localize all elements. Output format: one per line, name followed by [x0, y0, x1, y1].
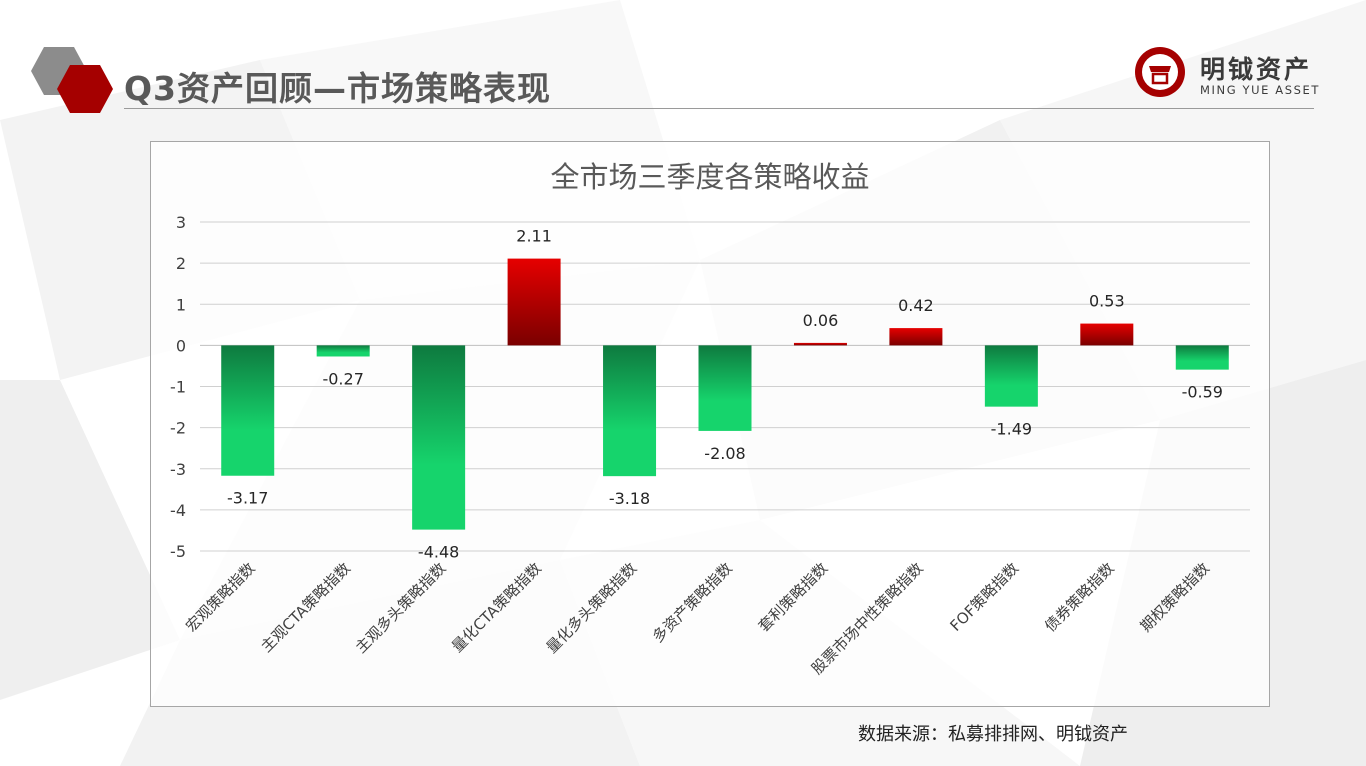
- logo-name: 明钺资产: [1200, 55, 1313, 84]
- x-tick-label: 量化多头策略指数: [543, 559, 641, 657]
- data-label: 2.11: [516, 227, 552, 246]
- x-tick-label: 期权策略指数: [1137, 559, 1213, 635]
- y-tick-label: -4: [170, 501, 186, 520]
- x-tick-label: 多资产策略指数: [649, 559, 736, 646]
- bar: [793, 342, 847, 346]
- data-label: 0.06: [803, 311, 839, 330]
- y-tick-label: 1: [176, 295, 186, 314]
- y-tick-label: -3: [170, 460, 186, 479]
- chart-title: 全市场三季度各策略收益: [550, 160, 869, 194]
- bar: [603, 345, 657, 477]
- bar: [507, 258, 561, 346]
- x-tick-label: 宏观策略指数: [182, 559, 258, 635]
- data-label: 0.42: [898, 296, 934, 315]
- red-hexagon-icon: [57, 65, 113, 113]
- bar: [412, 345, 466, 530]
- data-label: -4.48: [418, 543, 459, 562]
- page-title: Q3资产回顾—市场策略表现: [124, 69, 552, 108]
- y-tick-label: 3: [176, 213, 186, 232]
- bar: [316, 345, 370, 357]
- bar: [889, 328, 943, 346]
- y-tick-label: -2: [170, 419, 186, 438]
- title-divider: [124, 108, 1314, 109]
- x-tick-label: 量化CTA策略指数: [448, 559, 545, 656]
- data-label: -3.17: [227, 489, 268, 508]
- bar-chart: 全市场三季度各策略收益 3 2 1 0 -1 -2 -3 -4 -5 -3.17 宏观策略指数 -0…: [170, 160, 1250, 678]
- y-tick-label: 0: [176, 336, 186, 355]
- x-tick-label: 债券策略指数: [1041, 559, 1117, 635]
- x-tick-label: 主观CTA策略指数: [257, 559, 354, 656]
- logo-subtitle: MING YUE ASSET: [1200, 83, 1321, 97]
- data-label: 0.53: [1089, 292, 1125, 311]
- data-source-note: 数据来源：私募排排网、明钺资产: [858, 724, 1128, 745]
- data-label: -0.59: [1182, 383, 1223, 402]
- y-tick-label: -1: [170, 378, 186, 397]
- logo-mark-icon: [1135, 47, 1185, 97]
- bar: [984, 345, 1038, 407]
- y-tick-label: -5: [170, 542, 186, 561]
- data-label: -0.27: [322, 369, 363, 388]
- bar: [1080, 323, 1134, 346]
- x-tick-label: FOF策略指数: [946, 559, 1022, 635]
- bar: [698, 345, 752, 431]
- bar: [1175, 345, 1229, 370]
- y-tick-label: 2: [176, 254, 186, 273]
- x-tick-label: 套利策略指数: [755, 559, 831, 635]
- data-label: -1.49: [991, 420, 1032, 439]
- x-tick-label: 主观多头策略指数: [352, 559, 450, 657]
- data-label: -2.08: [704, 444, 745, 463]
- data-label: -3.18: [609, 489, 650, 508]
- bar: [221, 345, 275, 476]
